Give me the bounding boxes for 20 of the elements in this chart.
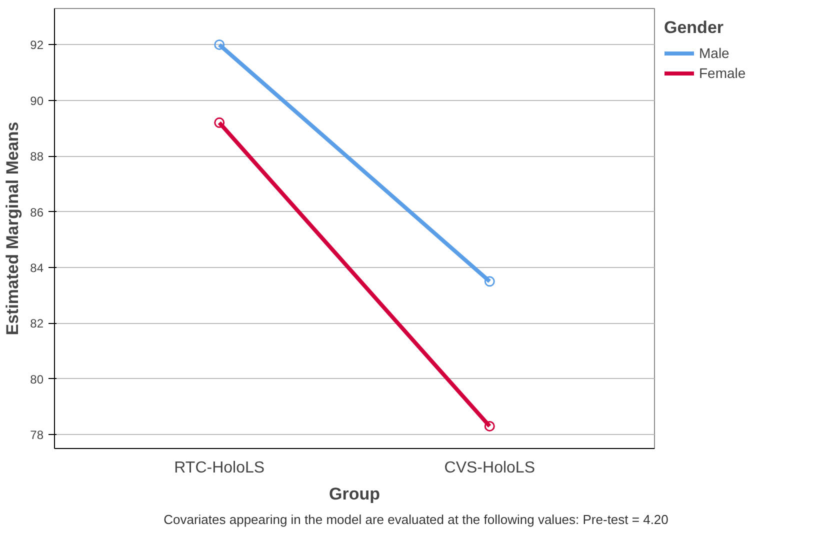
x-tick-label: CVS-HoloLS	[444, 460, 535, 476]
point	[484, 420, 495, 432]
y-tick-label: 84	[30, 260, 44, 275]
point	[484, 276, 495, 287]
y-tick-label: 82	[30, 316, 44, 331]
y-tick-label: 78	[30, 428, 44, 442]
point	[214, 117, 225, 128]
legend-title: Gender	[664, 18, 725, 38]
y-tick-label: 86	[30, 205, 44, 220]
point	[214, 39, 225, 50]
y-tick-label: 88	[30, 150, 44, 164]
x-tick-label: RTC-HoloLS	[174, 460, 265, 476]
legend-label: Female	[699, 65, 746, 81]
y-axis-title: Estimated Marginal Means	[3, 122, 22, 336]
x-axis-title: Group	[329, 484, 380, 504]
legend-label: Male	[699, 45, 730, 61]
y-tick-label: 90	[30, 94, 44, 108]
y-tick-label: 80	[30, 372, 44, 386]
y-tick-label: 92	[30, 38, 44, 52]
text: Covariates appearing in the model are evaluated at the following values: Pre-test = 4.20	[164, 511, 668, 529]
